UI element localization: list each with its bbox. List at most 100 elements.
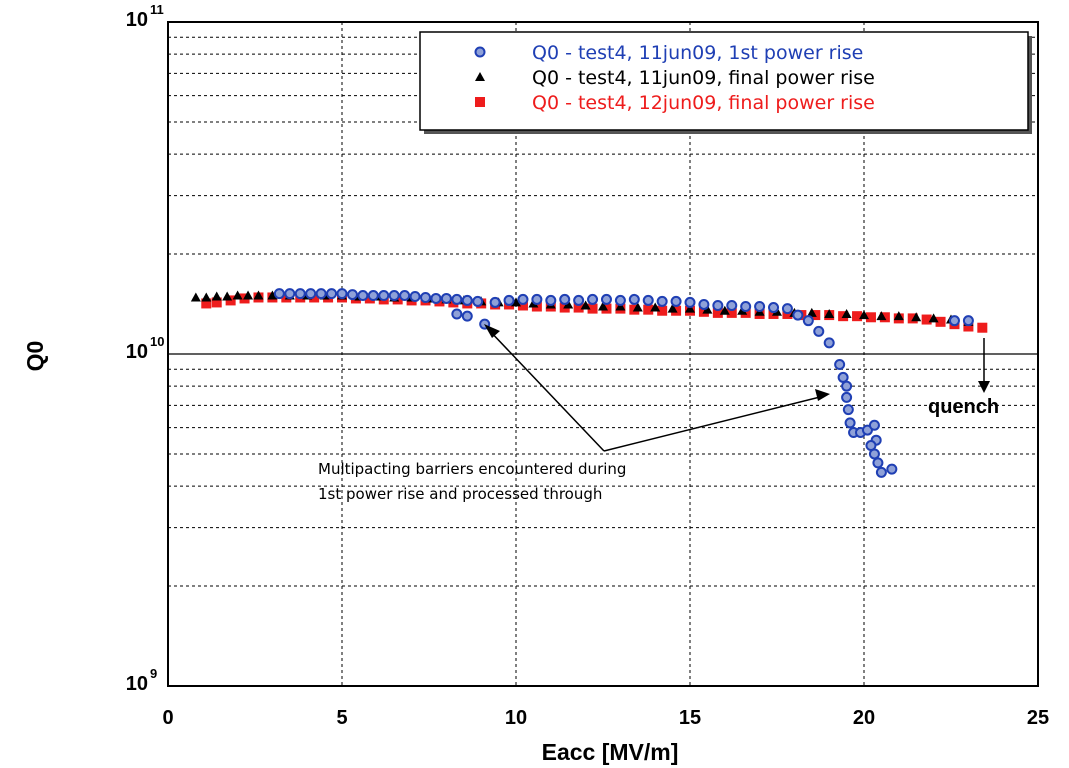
data-point-circle [420,291,432,303]
data-point-triangle [702,304,713,314]
data-point-circle [962,315,974,327]
data-point-square [712,307,723,318]
quench-label: quench [928,396,999,418]
data-point-circle [841,391,853,403]
data-point-square [201,298,212,309]
annotation-arrow-2 [603,395,825,452]
data-point-circle [545,294,557,306]
data-point-circle [600,293,612,305]
data-point-triangle [563,299,574,309]
data-point-circle [628,293,640,305]
data-point-square [963,321,974,332]
data-point-circle [440,292,452,304]
data-point-circle [712,299,724,311]
data-point-circle [684,296,696,308]
quench-arrowhead [978,381,990,393]
y-tick-exponent: 10 [150,334,164,349]
data-point-circle [834,358,846,370]
data-point-triangle [928,313,939,323]
data-point-circle [698,298,710,310]
annotation-arrowhead-2 [815,389,830,401]
data-point-circle [489,296,501,308]
y-tick-base: 10 [126,673,148,695]
data-point-circle [294,288,306,300]
data-point-triangle [719,305,730,315]
x-tick-labels: 0 5 10 15 20 25 [162,707,1049,729]
multipacting-annotation-line1: Multipacting barriers encountered during [318,460,626,478]
data-point-triangle [232,290,243,300]
annotation-arrow-1 [486,327,605,452]
data-point-circle [726,299,738,311]
data-point-circle [948,315,960,327]
data-point-circle [399,290,411,302]
data-point-triangle [876,311,887,321]
data-point-triangle [190,292,201,302]
data-point-circle [656,295,668,307]
data-point-triangle [253,290,264,300]
data-point-circle [813,325,825,337]
data-point-square [211,297,222,308]
data-point-square [852,311,863,322]
y-axis-label: Q0 [22,341,48,372]
data-point-square [879,312,890,323]
annotations: Multipacting barriers encountered during… [318,324,999,503]
data-point-circle [472,295,484,307]
y-tick-exponent: 11 [150,2,164,17]
x-tick-label: 5 [336,707,347,729]
data-point-circle [451,308,463,320]
annotation-arrowhead-1 [484,324,500,338]
data-point-circle [573,294,585,306]
legend: Q0 - test4, 11jun09, 1st power rise Q0 - … [419,31,1032,134]
legend-marker-square [475,97,485,107]
data-point-triangle [911,312,922,322]
legend-label-triangle: Q0 - test4, 11jun09, final power rise [532,67,875,89]
data-point-circle [367,290,379,302]
y-tick-label: 10 11 [126,2,164,31]
y-tick-base: 10 [126,341,148,363]
data-point-circle [754,301,766,313]
data-point-triangle [267,290,278,300]
x-tick-label: 20 [853,707,875,729]
data-point-circle [875,466,887,478]
data-point-square [977,322,988,333]
data-point-circle [614,294,626,306]
data-point-square [643,304,654,315]
data-point-circle [284,288,296,300]
data-point-circle [273,288,285,300]
data-point-circle [388,290,400,302]
x-tick-label: 25 [1027,707,1049,729]
data-point-triangle [201,292,212,302]
series-layer [190,288,988,478]
data-point-triangle [806,307,817,317]
data-point-triangle [632,302,643,312]
data-point-square [921,314,932,325]
data-point-circle [326,288,338,300]
data-point-triangle [243,290,254,300]
data-point-circle [409,291,421,303]
x-axis-label: Eacc [MV/m] [542,739,679,765]
data-point-triangle [841,308,852,318]
data-point-triangle [211,291,222,301]
data-point-circle [802,315,814,327]
data-point-square [726,307,737,318]
multipacting-annotation-line2: 1st power rise and processed through [318,485,602,503]
legend-label-square: Q0 - test4, 12jun09, final power rise [532,92,875,114]
legend-label-circle: Q0 - test4, 11jun09, 1st power rise [532,42,863,64]
data-point-circle [844,417,856,429]
data-point-square [573,302,584,313]
data-point-triangle [615,301,626,311]
data-point-triangle [580,300,591,310]
data-point-circle [461,294,473,306]
data-point-square [657,305,668,316]
data-point-circle [670,295,682,307]
data-point-circle [781,303,793,315]
data-point-triangle [511,297,521,307]
data-point-circle [740,301,752,313]
data-point-circle [517,293,529,305]
data-point-triangle [685,303,695,313]
x-tick-label: 15 [679,707,701,729]
series-circle [273,288,974,478]
data-point-circle [531,293,543,305]
data-point-triangle [222,291,233,301]
